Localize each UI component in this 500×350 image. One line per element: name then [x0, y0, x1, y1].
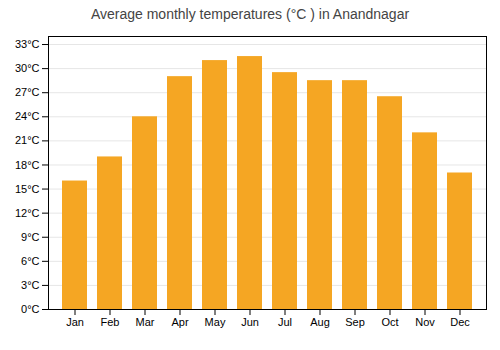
svg-text:Apr: Apr	[171, 316, 188, 328]
svg-text:27°C: 27°C	[15, 86, 40, 98]
svg-text:Feb: Feb	[101, 316, 120, 328]
svg-text:30°C: 30°C	[15, 62, 40, 74]
svg-text:6°C: 6°C	[21, 255, 40, 267]
svg-text:9°C: 9°C	[21, 231, 40, 243]
svg-text:12°C: 12°C	[15, 207, 40, 219]
svg-text:Jun: Jun	[241, 316, 259, 328]
svg-text:33°C: 33°C	[15, 38, 40, 50]
svg-text:24°C: 24°C	[15, 110, 40, 122]
svg-text:Mar: Mar	[136, 316, 155, 328]
svg-text:21°C: 21°C	[15, 134, 40, 146]
svg-text:May: May	[205, 316, 226, 328]
svg-text:Aug: Aug	[310, 316, 330, 328]
svg-text:Sep: Sep	[345, 316, 365, 328]
svg-text:3°C: 3°C	[21, 279, 40, 291]
html-text:Average monthly temperatures (: Average monthly temperatures (°C ) in An…	[90, 6, 410, 22]
svg-text:15°C: 15°C	[15, 183, 40, 195]
svg-text:18°C: 18°C	[15, 158, 40, 170]
svg-text:0°C: 0°C	[21, 303, 40, 315]
svg-text:Oct: Oct	[381, 316, 398, 328]
svg-text:Nov: Nov	[415, 316, 435, 328]
svg-text:Jan: Jan	[66, 316, 84, 328]
svg-text:Jul: Jul	[278, 316, 292, 328]
svg-text:Dec: Dec	[450, 316, 470, 328]
